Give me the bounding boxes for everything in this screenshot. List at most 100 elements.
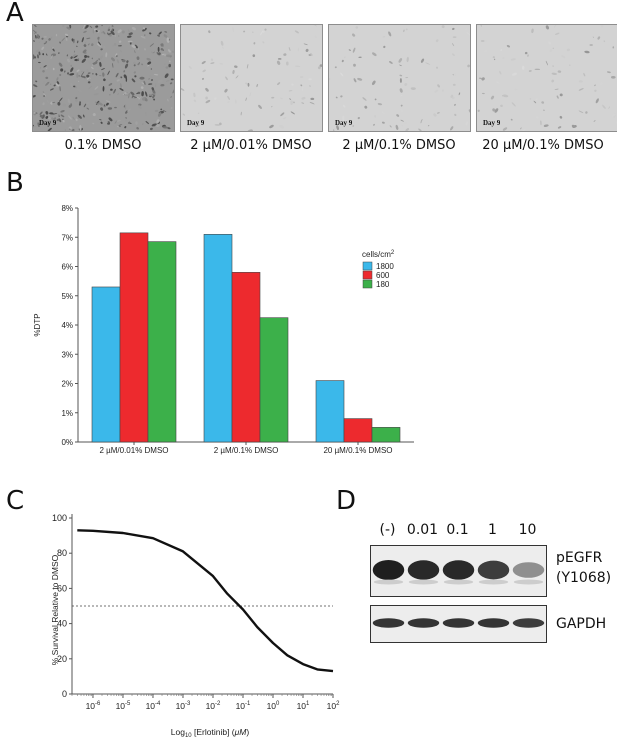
western-blot-lane-label: (-) [379,522,396,538]
cell-speck [103,78,106,82]
cell-speck [531,28,534,34]
cell-speck [86,74,90,78]
cell-speck [127,108,132,113]
cell-speck [87,81,91,84]
cell-speck [73,38,75,44]
cell-speck [202,77,204,80]
line-chart-y-tick-label: 20 [57,654,67,664]
bar-chart-y-tick-label: 5% [61,292,73,301]
cell-speck [45,81,50,86]
cell-speck [410,87,416,91]
micrograph-1-texture [33,25,174,131]
micrograph-background [477,25,617,131]
cell-speck [157,46,160,52]
cell-speck [319,64,322,67]
line-chart-x-axis-label-close: ) [246,727,249,737]
micrograph-background [329,25,470,131]
cell-speck [70,56,73,59]
cell-speck [589,44,593,46]
cell-speck [97,29,100,34]
bar-chart-x-tick-label: 2 µM/0.1% DMSO [214,446,279,455]
cell-speck [117,45,122,47]
cell-speck [282,117,287,120]
cell-speck [435,66,439,69]
western-blot-lane-label: 0.1 [446,522,469,538]
cell-speck [111,57,115,62]
cell-speck [271,96,275,99]
cell-speck [81,37,84,43]
cell-speck [67,98,71,104]
cell-speck [34,25,37,28]
cell-speck [136,127,139,130]
cell-speck [147,61,152,65]
cell-speck [148,78,150,80]
cell-speck [240,111,242,116]
cell-speck [399,64,402,67]
cell-speck [35,80,38,83]
cell-speck [124,104,127,110]
cell-speck [56,77,59,81]
western-blot-lane-label: 1 [488,522,497,538]
cell-speck [59,74,62,76]
cell-speck [529,98,532,100]
cell-speck [74,86,77,89]
bar [259,317,289,443]
cell-speck [110,30,115,36]
cell-speck [142,27,147,32]
cell-speck [41,46,45,50]
cell-speck [480,25,482,27]
cell-speck [297,47,299,52]
cell-speck [33,40,35,42]
cell-speck [42,91,45,93]
cell-speck [42,70,45,73]
bar-chart-legend-swatch [362,279,373,289]
cell-speck [256,83,259,88]
cell-speck [123,74,127,79]
line-chart-x-axis-label-unit: μM [234,727,248,737]
cell-speck [169,82,173,85]
cell-speck [290,111,295,115]
cell-speck [279,124,285,129]
cell-speck [146,57,151,61]
cell-speck [125,77,128,82]
micrograph-4: Day 9 [476,24,617,132]
cell-speck [93,93,99,96]
micrograph-2-texture [181,25,322,131]
cell-speck [141,82,145,85]
cell-speck [280,112,285,117]
cell-speck [405,28,408,31]
bar [203,234,233,443]
cell-speck [163,63,166,66]
line-chart-x-tick-label: 102 [327,701,340,711]
cell-speck [70,82,73,88]
cell-speck [289,98,292,100]
cell-speck [533,100,537,104]
bar-chart-legend-swatch [362,270,373,280]
cell-speck [167,49,171,53]
cell-speck [578,110,584,114]
cell-speck [84,102,89,104]
cell-speck [201,60,206,65]
cell-speck [608,106,610,109]
cell-speck [496,81,500,84]
cell-speck [133,71,136,74]
cell-speck [43,93,46,97]
cell-speck [202,69,206,73]
cell-speck [427,125,430,127]
cell-speck [258,104,262,109]
cell-speck [454,113,457,116]
cell-speck [134,44,138,49]
cell-speck [152,51,156,54]
blot-faint-band [478,579,509,585]
cell-speck [340,72,344,77]
cell-speck [86,37,91,40]
cell-speck [329,78,331,81]
cell-speck [158,31,162,35]
cell-speck [168,60,171,63]
cell-speck [148,94,152,97]
panel-b-letter: B [6,168,24,198]
cell-speck [466,32,470,36]
cell-speck [69,25,72,29]
cell-speck [301,102,305,104]
cell-speck [121,30,125,34]
